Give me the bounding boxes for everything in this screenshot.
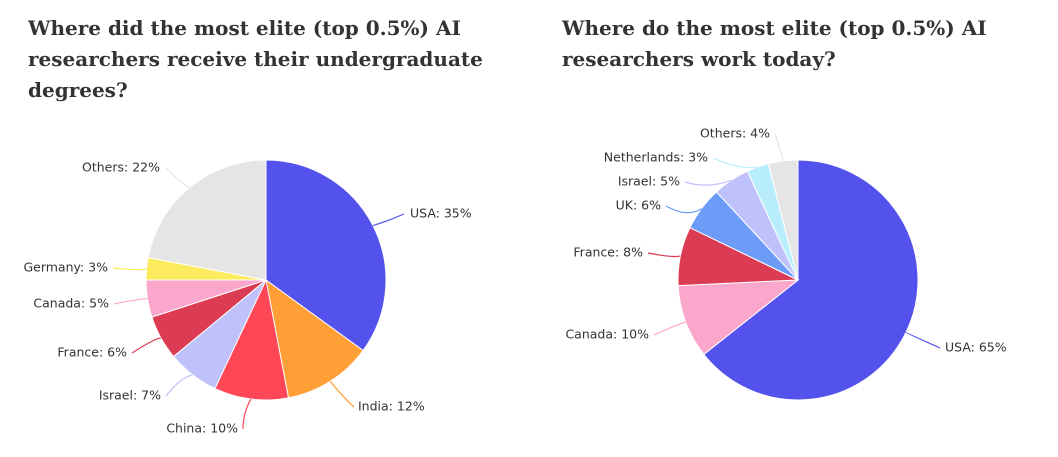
leader-line-india [329,380,355,408]
data-label-china: China: 10% [166,421,238,436]
pie-slice-usa[interactable] [265,159,387,352]
data-label-netherlands: Netherlands: 3% [604,150,708,165]
data-label-france: France: 8% [573,245,643,260]
pie-chart-work: USA: 65% Canada: 10% France: 8% UK: 6% Israe… [565,126,1007,401]
pie-slice-others[interactable] [147,159,267,281]
leader-line-china [242,398,252,430]
pie-chart-undergrad: USA: 35% India: 12% China: 10% Israel: 7% Fr… [23,159,472,436]
leader-line-netherlands [712,157,758,169]
pie-slice-canada[interactable] [677,279,800,356]
data-label-canada: Canada: 5% [33,296,109,311]
pie-slice-usa[interactable] [703,159,919,401]
leader-line-uk [665,205,702,214]
chart-title-work: Where do the most elite (top 0.5%) AI re… [562,16,987,71]
data-label-india: India: 12% [358,399,425,414]
leader-line-france [131,337,161,354]
leader-line-germany [112,267,147,271]
leader-line-usa [905,331,941,349]
leader-line-israel [165,374,193,397]
leader-line-others [165,167,190,189]
leader-line-israel [684,179,732,186]
leader-line-usa [372,213,405,227]
pie-slice-others[interactable] [767,159,799,281]
data-label-usa: USA: 65% [945,340,1007,355]
pie-slice-china[interactable] [214,278,290,401]
chart-title-undergrad: Where did the most elite (top 0.5%) AI r… [28,16,483,102]
leader-line-canada [113,298,148,305]
data-label-israel: Israel: 7% [99,388,161,403]
data-label-others: Others: 4% [700,126,770,141]
data-label-germany: Germany: 3% [23,260,108,275]
pie-slice-india[interactable] [265,278,364,399]
data-label-others: Others: 22% [82,160,160,175]
data-label-israel: Israel: 5% [618,174,680,189]
data-label-usa: USA: 35% [410,206,472,221]
data-label-france: France: 6% [57,345,127,360]
leader-line-france [647,252,681,258]
data-label-uk: UK: 6% [616,198,661,213]
leader-line-canada [653,321,686,336]
leader-line-others [774,133,784,162]
data-label-canada: Canada: 10% [565,327,649,342]
